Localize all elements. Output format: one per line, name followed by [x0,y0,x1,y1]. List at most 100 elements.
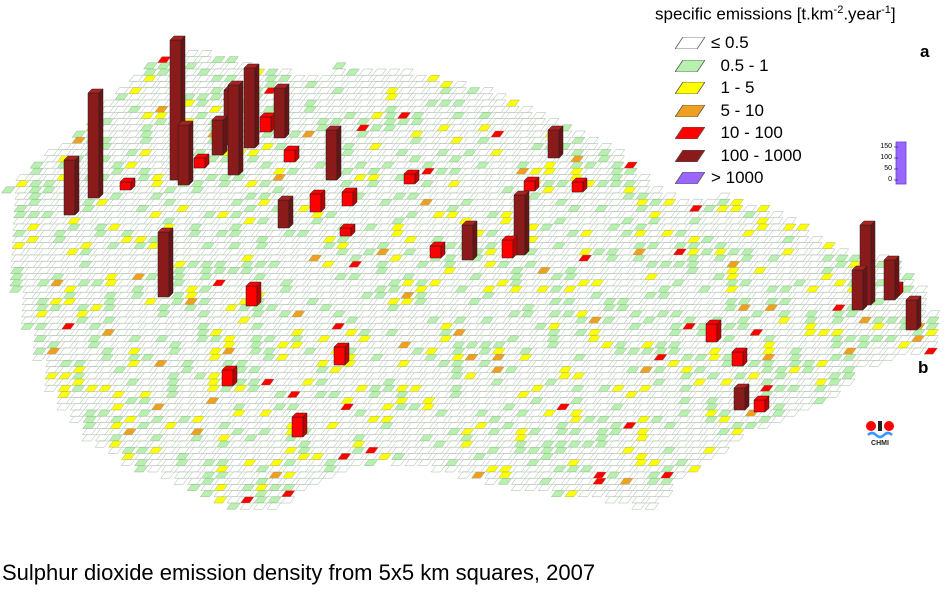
grid-cell [657,279,672,287]
grid-cell [621,205,636,212]
emission-bar-front [731,351,744,367]
grid-cell [569,403,584,411]
grid-cell [287,137,302,144]
grid-cell [376,230,391,237]
grid-cell [484,236,499,243]
grid-cell [388,267,403,274]
grid-cell [412,316,427,324]
grid-cell [331,81,346,88]
grid-cell [647,459,662,466]
grid-cell [790,310,805,318]
grid-cell [665,385,680,392]
grid-cell [655,310,670,318]
grid-cell [598,372,613,380]
grid-cell [285,168,300,175]
grid-cell [418,211,433,218]
grid-cell [246,155,261,163]
grid-cell [490,360,506,367]
grid-cell [318,75,333,82]
grid-cell [155,323,170,330]
grid-cell [88,310,103,318]
grid-cell [410,354,425,361]
grid-cell [575,298,590,305]
grid-cell [78,261,93,268]
grid-cell [532,341,547,349]
grid-cell [433,428,448,435]
grid-cell [505,341,520,349]
grid-cell [489,378,505,386]
emission-bar-top [523,176,540,182]
grid-cell [789,329,804,336]
grid-cell [539,211,555,218]
grid-cell [444,230,459,237]
grid-cell [817,316,832,324]
grid-cell [98,385,113,392]
grid-cell [102,304,117,311]
grid-cell [401,279,416,287]
grid-cell [485,223,500,231]
grid-cell [88,316,103,324]
grid-cell [24,254,39,262]
grid-cell [172,261,187,268]
grid-cell [392,186,407,194]
grid-cell [911,329,926,336]
grid-cell [645,254,660,262]
grid-cell [313,149,329,156]
grid-cell [160,471,175,479]
emission-bar [547,125,564,159]
grid-cell [113,118,128,125]
grid-cell [227,484,242,491]
grid-cell [307,254,323,262]
grid-cell [212,273,227,280]
grid-cell [248,354,263,361]
grid-cell [438,341,453,349]
grid-cell [812,397,828,404]
grid-cell [131,279,146,287]
grid-cell [360,279,375,287]
grid-cell [412,75,427,82]
grid-cell [334,254,350,262]
grid-cell [566,465,581,473]
grid-cell [339,180,354,187]
grid-cell [474,174,489,181]
grid-cell [371,93,386,101]
grid-cell [501,168,516,175]
grid-cell [634,217,649,225]
grid-cell [646,242,661,249]
grid-cell [123,168,138,175]
grid-cell [475,403,490,411]
grid-cell [141,99,156,107]
grid-cell [193,137,208,144]
grid-cell [515,168,530,175]
grid-cell [420,416,435,423]
grid-cell [378,447,393,454]
grid-cell [389,242,404,249]
grid-cell [407,403,422,411]
grid-cell [136,416,151,423]
grid-cell [128,93,143,101]
grid-cell [799,391,814,398]
grid-cell [264,75,279,82]
grid-cell [394,391,409,398]
grid-cell [107,223,122,231]
grid-cell [813,385,828,392]
grid-cell [188,465,203,473]
grid-cell [151,161,166,169]
grid-cell [278,292,293,299]
grid-cell [108,434,123,442]
grid-cell [276,341,291,349]
grid-cell [256,453,271,460]
grid-cell [706,360,722,367]
grid-cell [546,335,561,342]
grid-cell [202,205,217,212]
grid-cell [871,323,886,330]
grid-cell [312,416,327,423]
grid-cell [696,304,711,311]
grid-cell [240,496,255,504]
grid-cell [559,335,575,342]
grid-cell [344,323,359,330]
grid-cell [409,372,424,380]
grid-cell [142,323,157,330]
grid-cell [446,434,461,442]
grid-cell [432,192,448,200]
